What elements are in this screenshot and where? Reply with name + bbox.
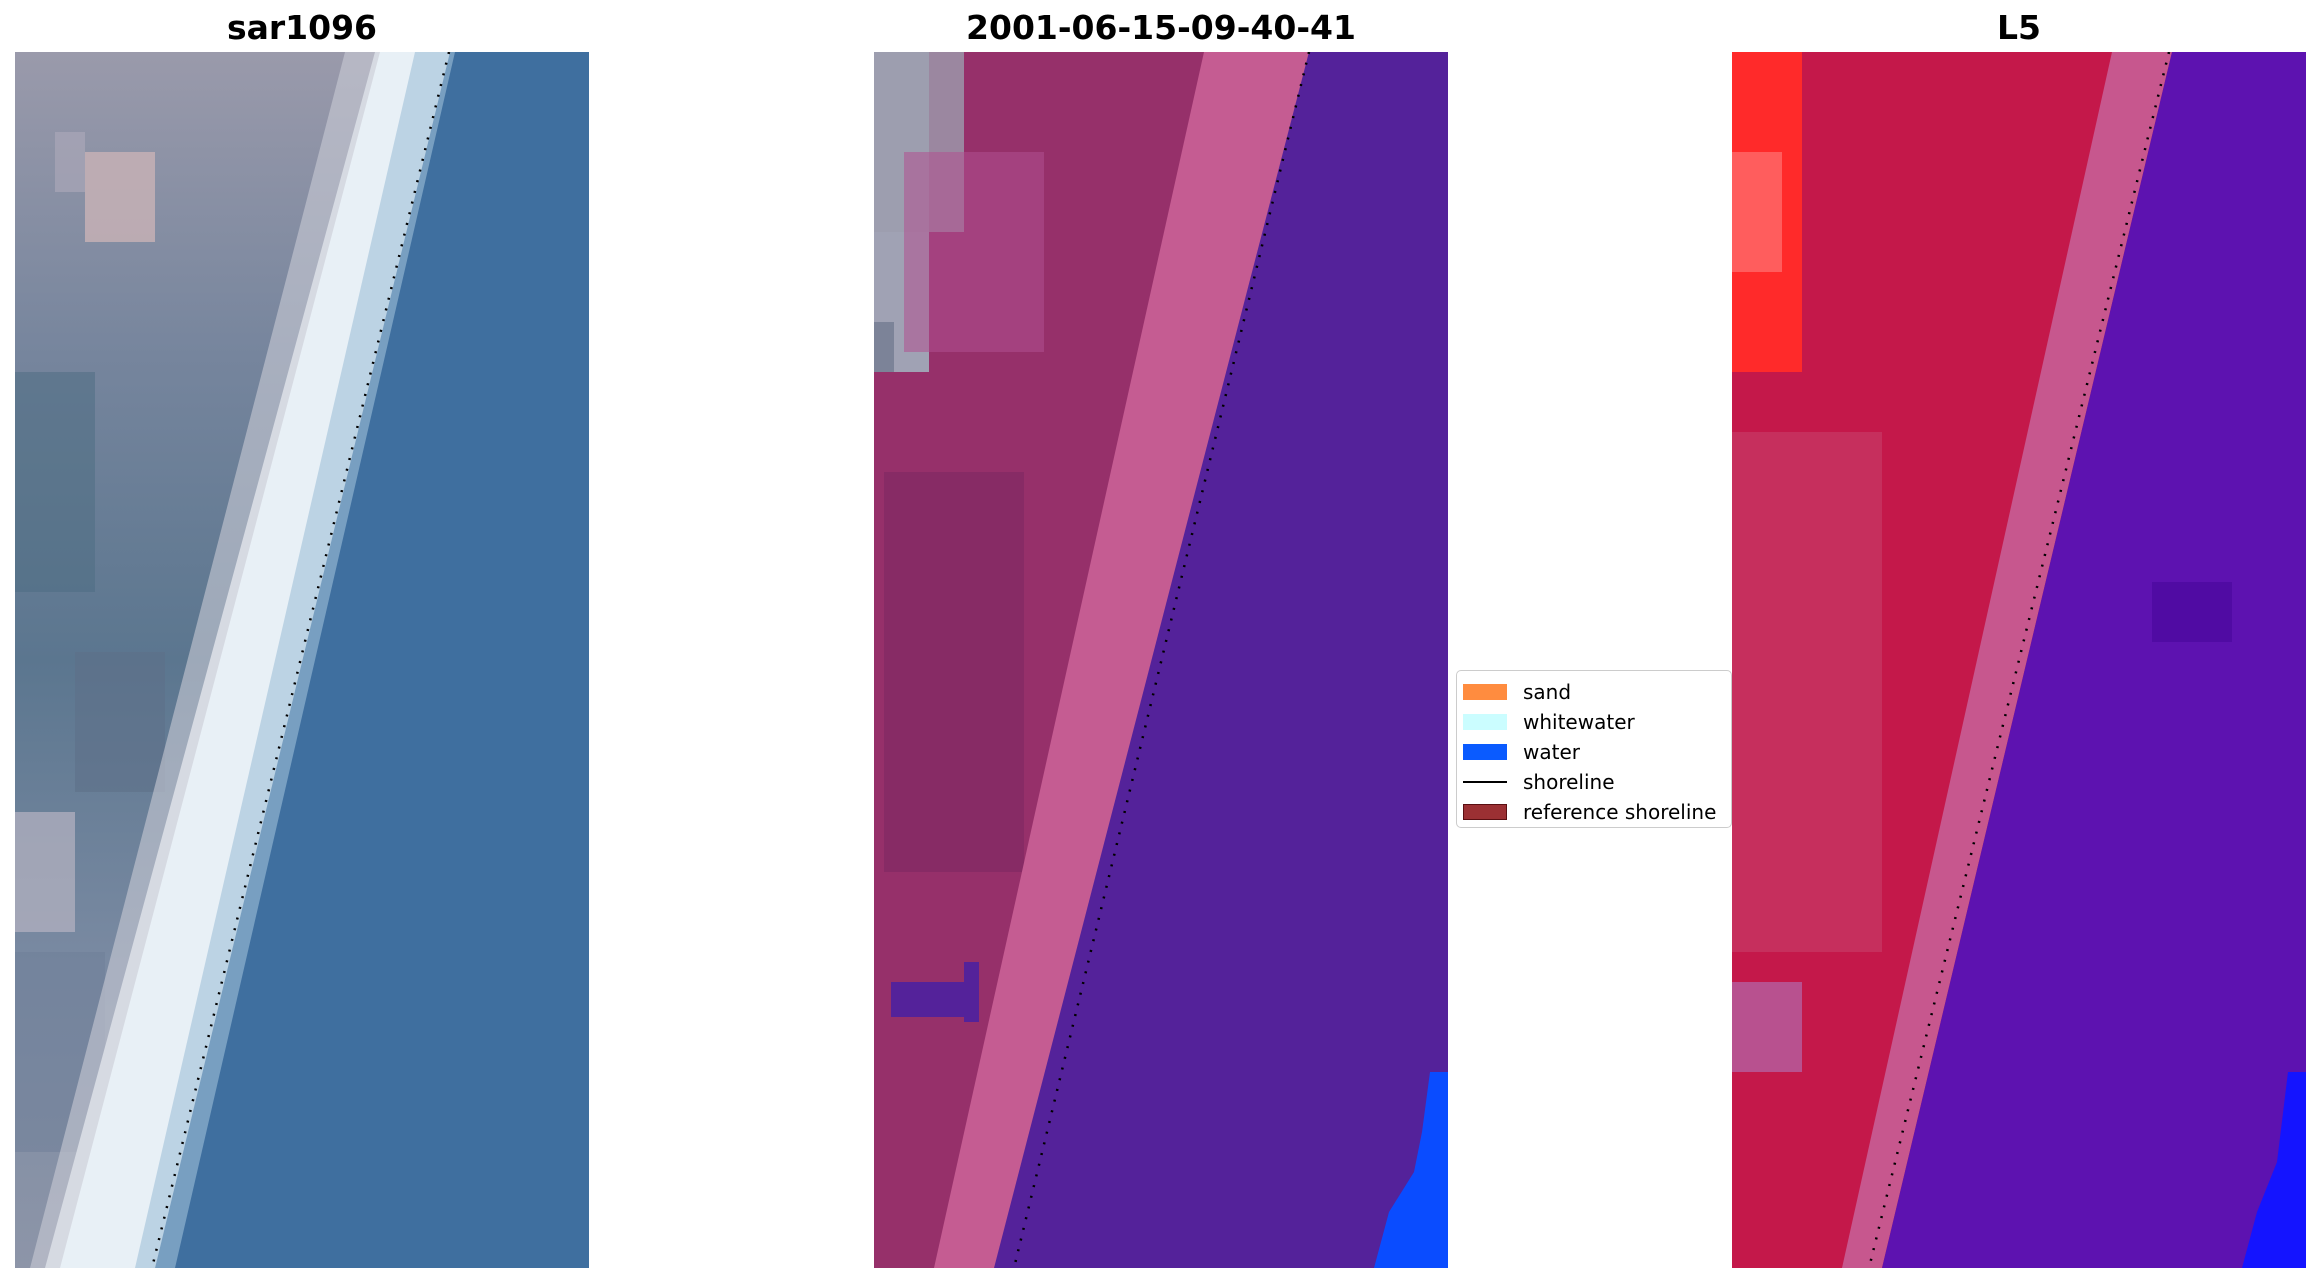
- classified-image-panel: [874, 52, 1448, 1268]
- legend-item-shoreline: shoreline: [1457, 767, 1731, 797]
- shoreline-line-icon: [1463, 781, 1507, 783]
- reference-shoreline-swatch: [1463, 804, 1507, 820]
- panel-title-classified: 2001-06-15-09-40-41: [966, 8, 1356, 47]
- panel-title-rgb: sar1096: [226, 8, 378, 47]
- panel-title-index: L5: [1997, 8, 2041, 47]
- whitewater-swatch: [1463, 714, 1507, 730]
- sand-swatch: [1463, 684, 1507, 700]
- legend-label: water: [1523, 740, 1580, 764]
- legend-item-sand: sand: [1457, 677, 1731, 707]
- legend-label: whitewater: [1523, 710, 1635, 734]
- classified-image: [874, 52, 1448, 1268]
- legend-label: shoreline: [1523, 770, 1615, 794]
- water-swatch: [1463, 744, 1507, 760]
- index-image: [1732, 52, 2306, 1268]
- rgb-image-panel: [15, 52, 589, 1268]
- legend: sand whitewater water shoreline referenc…: [1456, 670, 1732, 828]
- legend-item-whitewater: whitewater: [1457, 707, 1731, 737]
- index-image-panel: [1732, 52, 2306, 1268]
- legend-label: reference shoreline: [1523, 800, 1717, 824]
- legend-item-reference-shoreline: reference shoreline: [1457, 797, 1731, 827]
- legend-item-water: water: [1457, 737, 1731, 767]
- rgb-image: [15, 52, 589, 1268]
- legend-label: sand: [1523, 680, 1572, 704]
